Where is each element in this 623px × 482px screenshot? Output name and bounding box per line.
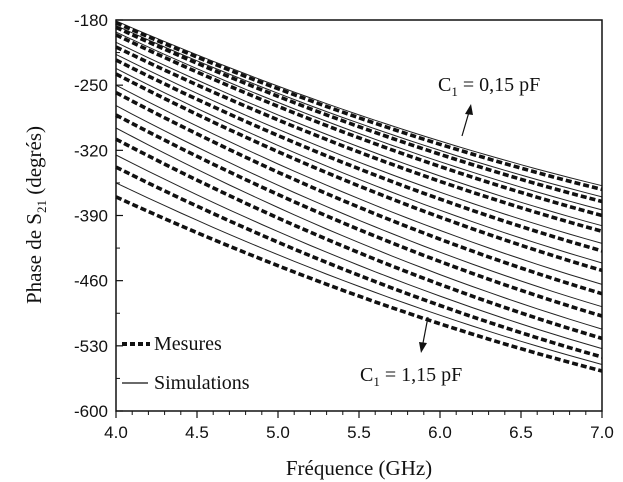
measured-line-2 bbox=[115, 25, 603, 204]
x-tick-label: 4.5 bbox=[185, 423, 209, 442]
simulation-line-1 bbox=[115, 20, 603, 187]
x-tick-label: 5.5 bbox=[347, 423, 371, 442]
annotation-bottom-arrowhead bbox=[419, 342, 427, 353]
measured-line-1 bbox=[115, 21, 603, 192]
annotation-top-label: C1 = 0,15 pF bbox=[438, 74, 540, 99]
y-tick-label: -460 bbox=[74, 272, 108, 291]
y-tick-label: -180 bbox=[74, 11, 108, 30]
y-tick-label: -390 bbox=[74, 207, 108, 226]
y-tick-label: -320 bbox=[74, 141, 108, 160]
annotation-top-arrowhead bbox=[465, 104, 473, 115]
measured-line-10 bbox=[115, 165, 603, 359]
measured-line-8 bbox=[115, 113, 603, 318]
plot-area bbox=[115, 20, 603, 373]
measured-line-3 bbox=[115, 33, 603, 218]
annotation-top-bg bbox=[433, 68, 573, 98]
measured-line-4 bbox=[115, 45, 603, 234]
x-tick-label: 7.0 bbox=[590, 423, 614, 442]
x-tick-label: 4.0 bbox=[104, 423, 128, 442]
measured-line-9 bbox=[115, 137, 603, 341]
simulation-line-8 bbox=[115, 105, 603, 308]
legend: Mesures Simulations bbox=[122, 333, 250, 394]
simulation-line-3 bbox=[115, 31, 603, 211]
x-axis-title: Fréquence (GHz) bbox=[286, 456, 432, 480]
y-axis-title: Phase de S21 (degrés) bbox=[22, 126, 49, 304]
annotation-top: C1 = 0,15 pF bbox=[433, 68, 573, 137]
annotation-bottom-arrow bbox=[422, 316, 429, 344]
x-tick-label: 6.0 bbox=[428, 423, 452, 442]
legend-label-simulations: Simulations bbox=[154, 372, 250, 394]
simulation-line-2 bbox=[115, 25, 603, 198]
measured-line-7 bbox=[115, 91, 603, 296]
simulation-line-5 bbox=[115, 53, 603, 244]
measured-line-5 bbox=[115, 58, 603, 253]
measured-line-6 bbox=[115, 72, 603, 273]
simulation-line-6 bbox=[115, 67, 603, 264]
annotation-bottom-label: C1 = 1,15 pF bbox=[360, 364, 462, 389]
x-tick-label: 6.5 bbox=[509, 423, 533, 442]
simulation-line-7 bbox=[115, 84, 603, 285]
simulation-line-4 bbox=[115, 41, 603, 227]
annotation-bottom: C1 = 1,15 pF bbox=[355, 316, 495, 390]
y-tick-label: -600 bbox=[74, 402, 108, 421]
measured-line-11 bbox=[115, 195, 603, 373]
x-axis: 4.0 4.5 5.0 5.5 6.0 6.5 7.0 bbox=[104, 411, 614, 442]
y-tick-label: -530 bbox=[74, 337, 108, 356]
annotation-bottom-bg bbox=[355, 360, 495, 390]
x-tick-label: 5.0 bbox=[266, 423, 290, 442]
simulation-line-11 bbox=[115, 182, 603, 365]
simulation-line-9 bbox=[115, 127, 603, 330]
y-tick-label: -250 bbox=[74, 76, 108, 95]
y-axis: -180 -250 -320 -390 -460 -530 -600 bbox=[74, 11, 123, 421]
legend-label-mesures: Mesures bbox=[154, 333, 222, 355]
annotation-top-arrow bbox=[461, 111, 470, 137]
simulation-line-10 bbox=[115, 154, 603, 350]
